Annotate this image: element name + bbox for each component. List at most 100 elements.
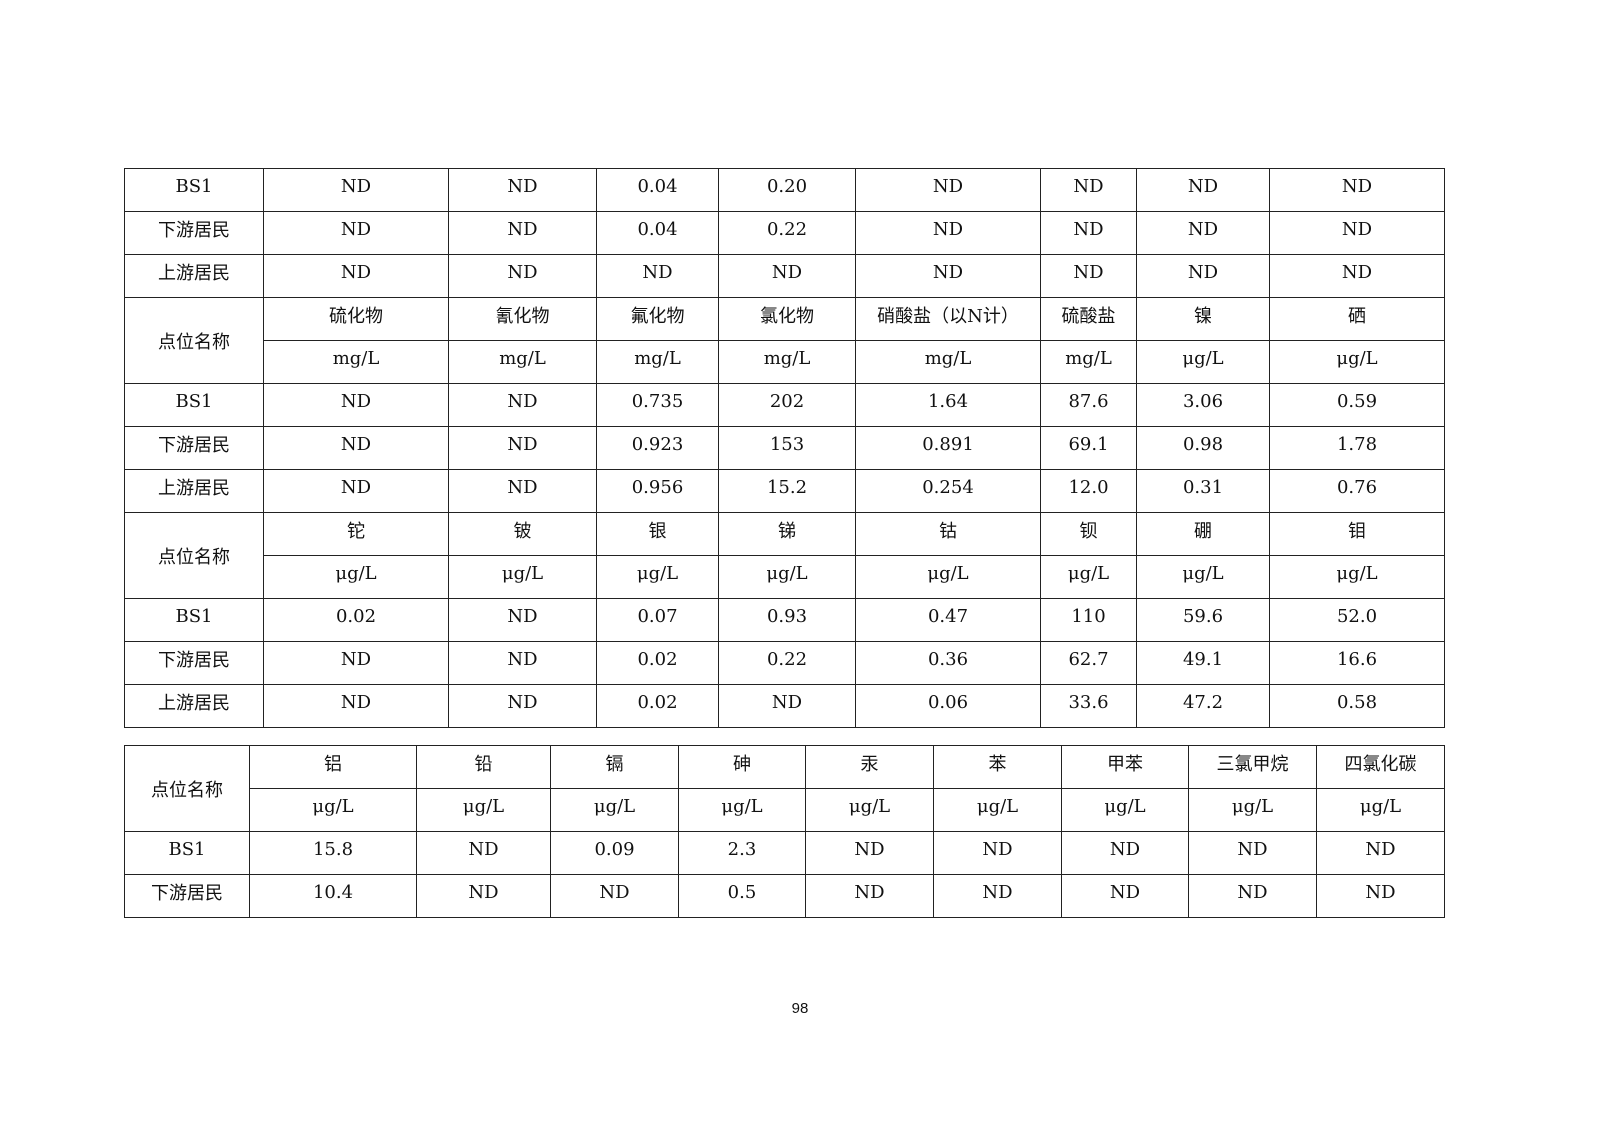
- table-cell: ND: [1188, 831, 1317, 875]
- table-cell: mg/L: [718, 340, 856, 384]
- row-label-header: 点位名称: [124, 512, 264, 599]
- table-cell: 镉: [550, 745, 679, 789]
- table-cell: ND: [1040, 254, 1137, 298]
- table-cell: 0.47: [855, 598, 1041, 642]
- table-cell: μg/L: [933, 788, 1062, 832]
- table-cell: μg/L: [1040, 555, 1137, 599]
- table-cell: 49.1: [1136, 641, 1270, 685]
- table-cell: 0.735: [596, 383, 719, 427]
- table-cell: 2.3: [678, 831, 806, 875]
- table-cell: 1.78: [1269, 426, 1445, 470]
- table-cell: 铍: [448, 512, 597, 556]
- table-cell: μg/L: [1188, 788, 1317, 832]
- table-row: BS1 ND ND 0.735 202 1.64 87.6 3.06 0.59: [124, 383, 1445, 427]
- table-cell: ND: [1061, 831, 1189, 875]
- table-cell: 氟化物: [596, 297, 719, 341]
- table-cell: ND: [596, 254, 719, 298]
- unit-row: mg/L mg/L mg/L mg/L mg/L mg/L μg/L μg/L: [125, 340, 1445, 384]
- table-cell: ND: [855, 211, 1041, 255]
- table-cell: ND: [1269, 168, 1445, 212]
- table-cell: μg/L: [805, 788, 934, 832]
- table-cell: ND: [1136, 254, 1270, 298]
- table-cell: ND: [448, 383, 597, 427]
- table-cell: 0.76: [1269, 469, 1445, 513]
- table-cell: ND: [416, 874, 551, 918]
- table-row: 上游居民 ND ND 0.02 ND 0.06 33.6 47.2 0.58: [124, 684, 1445, 728]
- table-row: 下游居民 10.4 ND ND 0.5 ND ND ND ND ND: [124, 874, 1445, 918]
- table-cell: 0.20: [718, 168, 856, 212]
- table-cell: ND: [1061, 874, 1189, 918]
- table-cell: μg/L: [1061, 788, 1189, 832]
- table-cell: 下游居民: [124, 874, 250, 918]
- table-cell: BS1: [124, 598, 264, 642]
- table-cell: ND: [263, 684, 449, 728]
- water-quality-table-2: 点位名称铝铅镉砷汞苯甲苯 三氯甲烷 四氯化碳 μg/L μg/L μg/L μg/L μg/L…: [124, 745, 1445, 918]
- table-cell: μg/L: [718, 555, 856, 599]
- table-cell: 铅: [416, 745, 551, 789]
- table-cell: 0.02: [596, 684, 719, 728]
- table-cell: 三氯甲烷: [1188, 745, 1317, 789]
- table-cell: 16.6: [1269, 641, 1445, 685]
- row-label-header: 点位名称: [124, 745, 250, 832]
- table-cell: 下游居民: [124, 426, 264, 470]
- table-cell: ND: [1136, 168, 1270, 212]
- table-cell: ND: [448, 469, 597, 513]
- table-cell: 153: [718, 426, 856, 470]
- table-cell: mg/L: [855, 340, 1041, 384]
- table-cell: 202: [718, 383, 856, 427]
- table-cell: ND: [263, 168, 449, 212]
- table-cell: μg/L: [550, 788, 679, 832]
- table-cell: ND: [448, 211, 597, 255]
- table-cell: 0.891: [855, 426, 1041, 470]
- table-row: BS1 15.8 ND 0.09 2.3 ND ND ND ND ND: [124, 831, 1445, 875]
- table-cell: ND: [263, 254, 449, 298]
- table-cell: ND: [263, 469, 449, 513]
- table-cell: 0.31: [1136, 469, 1270, 513]
- table-cell: mg/L: [1040, 340, 1137, 384]
- table-cell: 15.2: [718, 469, 856, 513]
- table-cell: μg/L: [855, 555, 1041, 599]
- table-cell: ND: [448, 426, 597, 470]
- table-cell: 3.06: [1136, 383, 1270, 427]
- table-cell: 110: [1040, 598, 1137, 642]
- table-row: BS1 ND ND 0.04 0.20 ND ND ND ND: [124, 168, 1445, 212]
- table-cell: 汞: [805, 745, 934, 789]
- table-cell: 锑: [718, 512, 856, 556]
- table-cell: ND: [448, 598, 597, 642]
- table-cell: 钡: [1040, 512, 1137, 556]
- table-cell: 0.06: [855, 684, 1041, 728]
- table-cell: μg/L: [263, 555, 449, 599]
- table-row: 下游居民 ND ND 0.923 153 0.891 69.1 0.98 1.78: [124, 426, 1445, 470]
- table-cell: ND: [448, 254, 597, 298]
- water-quality-table-1: BS1 ND ND 0.04 0.20 ND ND ND ND 下游居民 ND ND 0.04 0.22 N…: [124, 168, 1445, 728]
- table-cell: 62.7: [1040, 641, 1137, 685]
- table-cell: 上游居民: [124, 254, 264, 298]
- table-cell: 0.22: [718, 641, 856, 685]
- header-row: 点位名称 硫化物 氰化物 氟化物 氯化物 硝酸盐（以N计） 硫酸盐镍硒: [124, 297, 1445, 384]
- table-cell: mg/L: [596, 340, 719, 384]
- table-cell: ND: [805, 831, 934, 875]
- table-cell: 1.64: [855, 383, 1041, 427]
- table-cell: 0.04: [596, 168, 719, 212]
- table-cell: 0.09: [550, 831, 679, 875]
- table-cell: ND: [718, 254, 856, 298]
- table-cell: ND: [933, 874, 1062, 918]
- table-cell: μg/L: [1269, 340, 1445, 384]
- table-cell: 硫化物: [263, 297, 449, 341]
- table-cell: 四氯化碳: [1316, 745, 1445, 789]
- table-cell: 0.04: [596, 211, 719, 255]
- header-row: 点位名称铝铅镉砷汞苯甲苯 三氯甲烷 四氯化碳: [124, 745, 1445, 832]
- table-cell: 0.59: [1269, 383, 1445, 427]
- table-cell: ND: [718, 684, 856, 728]
- table-cell: 69.1: [1040, 426, 1137, 470]
- table-cell: 镍: [1136, 297, 1270, 341]
- table-cell: 甲苯: [1061, 745, 1189, 789]
- table-cell: ND: [263, 426, 449, 470]
- table-cell: 33.6: [1040, 684, 1137, 728]
- table-cell: ND: [1316, 874, 1445, 918]
- table-cell: 铊: [263, 512, 449, 556]
- table-cell: ND: [448, 168, 597, 212]
- table-cell: 砷: [678, 745, 806, 789]
- table-cell: ND: [1040, 168, 1137, 212]
- table-cell: ND: [550, 874, 679, 918]
